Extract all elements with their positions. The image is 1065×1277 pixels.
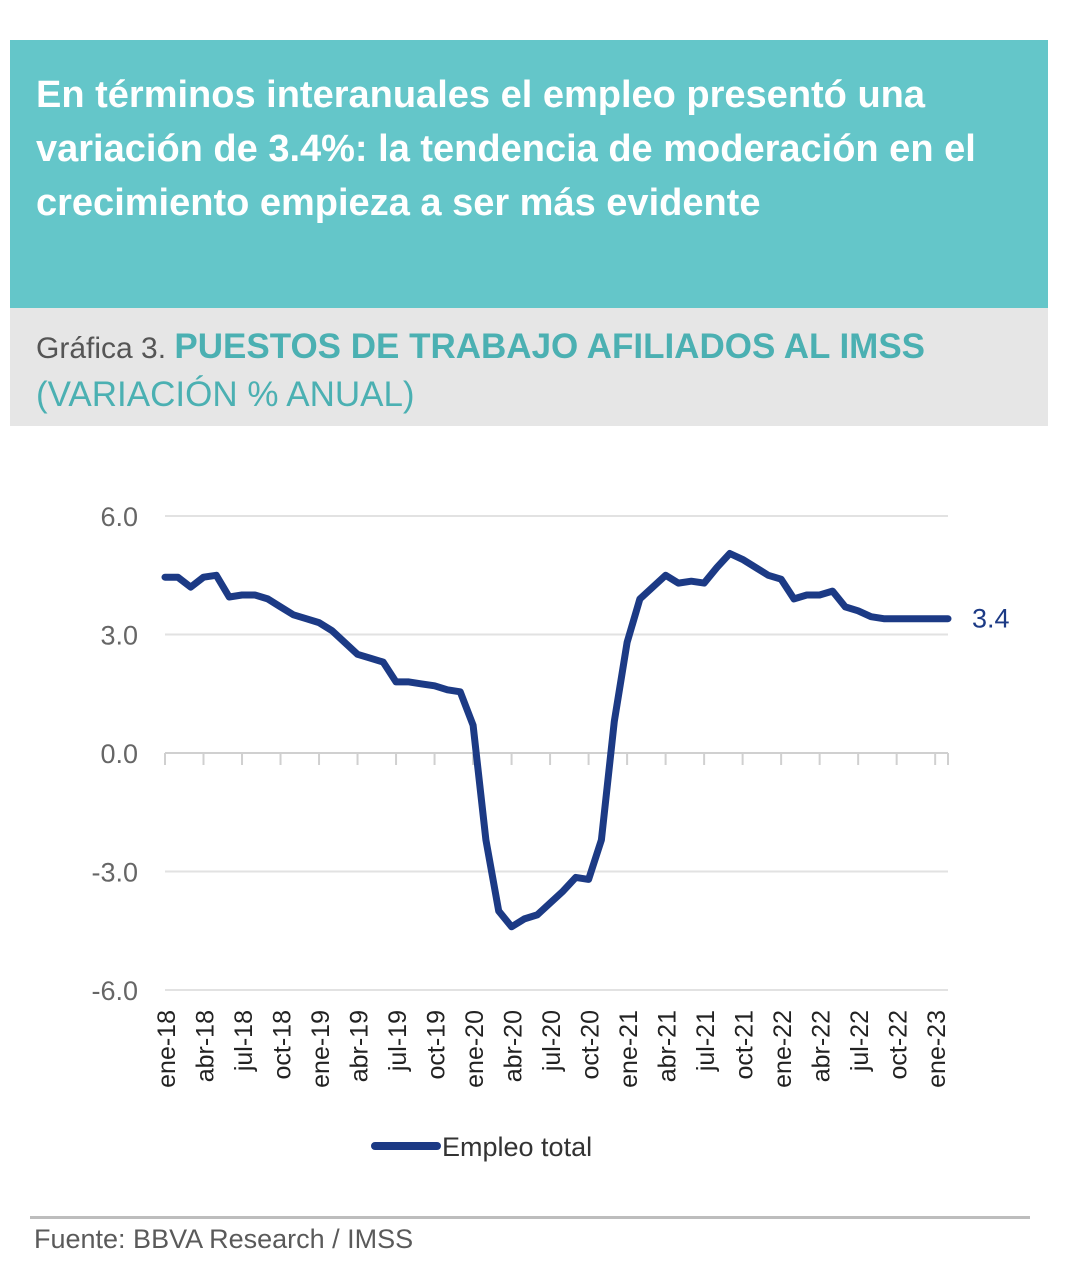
x-tick-label: abr-18 <box>192 1010 220 1082</box>
end-value-label: 3.4 <box>972 604 1010 634</box>
series-line-empleo-total <box>161 550 952 931</box>
x-tick-label: abr-20 <box>500 1010 528 1082</box>
x-tick-label: jul-21 <box>692 1010 720 1072</box>
x-tick-label: oct-22 <box>885 1010 913 1079</box>
x-tick-label: oct-18 <box>269 1010 297 1079</box>
y-tick-label: -3.0 <box>91 858 138 888</box>
y-tick-label: 6.0 <box>100 502 138 532</box>
x-tick-label: abr-22 <box>808 1010 836 1082</box>
grid-lines <box>165 515 948 991</box>
y-tick-label: -6.0 <box>91 976 138 1006</box>
chart-title-box: Gráfica 3. PUESTOS DE TRABAJO AFILIADOS … <box>10 308 1048 426</box>
x-axis-labels: ene-18 abr-18 jul-18 oct-18 ene-19 abr-19 jul-… <box>153 1010 951 1088</box>
x-axis <box>164 752 949 765</box>
y-axis-labels: 6.0 3.0 0.0 -3.0 -6.0 <box>91 502 138 1006</box>
footer-divider <box>30 1216 1030 1219</box>
x-tick-label: ene-19 <box>307 1010 335 1088</box>
chart-title: Gráfica 3. PUESTOS DE TRABAJO AFILIADOS … <box>36 324 1022 418</box>
x-tick-label: jul-20 <box>538 1010 566 1072</box>
x-tick-label: oct-19 <box>423 1010 451 1079</box>
x-tick-label: jul-22 <box>846 1010 874 1072</box>
x-tick-label: ene-18 <box>153 1010 181 1088</box>
x-tick-label: oct-20 <box>577 1010 605 1079</box>
y-tick-label: 3.0 <box>100 621 138 651</box>
x-tick-label: ene-21 <box>615 1010 643 1088</box>
x-tick-label: abr-19 <box>346 1010 374 1082</box>
x-tick-label: ene-22 <box>769 1010 797 1088</box>
chart-title-unit: (VARIACIÓN % ANUAL) <box>36 375 415 414</box>
chart-title-main: PUESTOS DE TRABAJO AFILIADOS AL IMSS <box>174 327 926 366</box>
x-tick-label: ene-20 <box>461 1010 489 1088</box>
x-tick-label: ene-23 <box>923 1010 951 1088</box>
headline-text: En términos interanuales el empleo prese… <box>36 74 976 224</box>
legend-label: Empleo total <box>442 1132 592 1162</box>
y-tick-label: 0.0 <box>100 739 138 769</box>
chart-number: Gráfica 3. <box>36 332 175 365</box>
x-tick-label: oct-21 <box>731 1010 759 1079</box>
legend: Empleo total <box>371 1132 592 1162</box>
line-chart: 6.0 3.0 0.0 -3.0 -6.0 ene-18 abr-18 jul-18 oct-… <box>91 502 1010 1162</box>
x-tick-label: jul-19 <box>384 1010 412 1072</box>
headline-banner: En términos interanuales el empleo prese… <box>10 40 1048 308</box>
x-tick-label: jul-18 <box>230 1010 258 1072</box>
x-tick-label: abr-21 <box>654 1010 682 1082</box>
series-layer: 3.4 <box>161 550 1010 931</box>
source-note: Fuente: BBVA Research / IMSS <box>34 1224 414 1254</box>
